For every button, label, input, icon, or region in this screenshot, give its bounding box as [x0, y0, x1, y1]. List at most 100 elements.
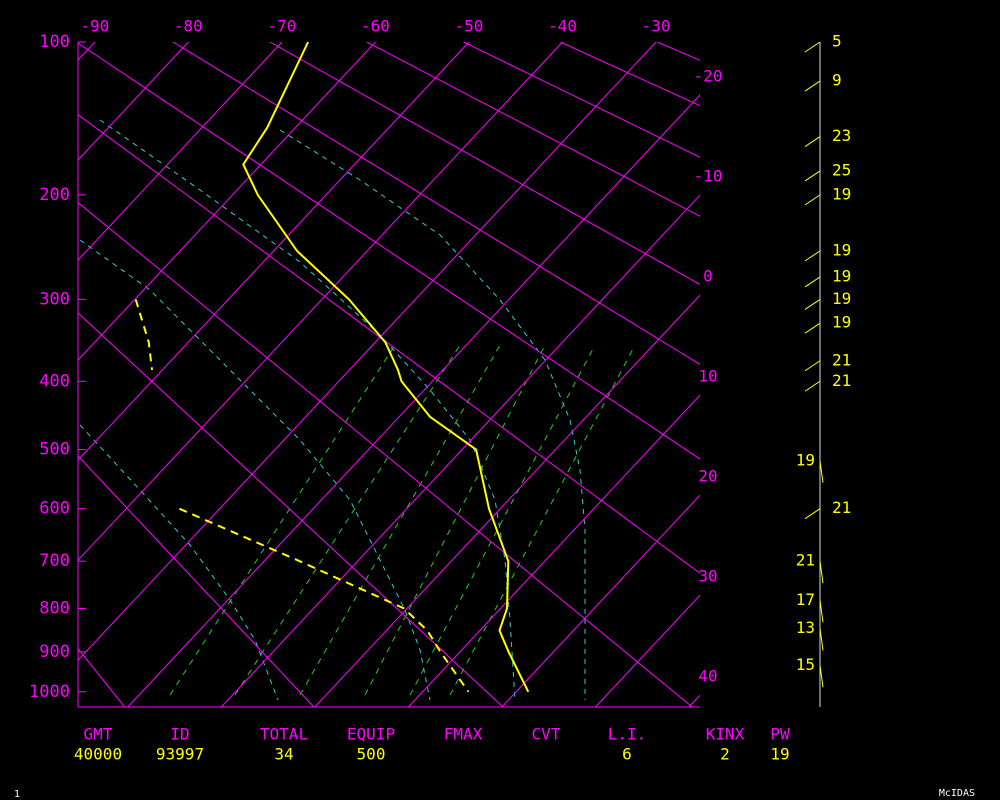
isotherm-label: 40 — [698, 667, 717, 686]
wind-speed-label: 21 — [796, 551, 815, 570]
wind-speed-label: 19 — [832, 184, 851, 203]
isotherm-label: 0 — [703, 267, 713, 286]
wind-speed-label: 21 — [832, 350, 851, 369]
isotherm — [595, 594, 700, 707]
wind-stick — [804, 41, 821, 53]
stat-value: 500 — [357, 745, 386, 764]
pressure-label: 300 — [39, 289, 70, 309]
wind-speed-label: 17 — [796, 590, 815, 609]
isotherm — [501, 494, 700, 707]
stat-label: GMT — [84, 725, 113, 744]
pressure-label: 1000 — [29, 682, 70, 702]
moist-adiabat — [79, 424, 279, 701]
stat-label: L.I. — [608, 725, 647, 744]
pressure-label: 400 — [39, 371, 70, 391]
isotherm-label: -90 — [80, 17, 109, 36]
wind-stick — [804, 322, 821, 334]
wind-stick — [804, 170, 821, 182]
wind-stick — [804, 380, 821, 392]
wind-stick — [804, 508, 821, 520]
stat-value: 2 — [720, 745, 730, 764]
mixing-ratio-line — [234, 344, 461, 696]
isotherm — [220, 194, 700, 707]
isotherm — [78, 42, 657, 661]
mixing-ratio-line — [364, 344, 546, 696]
dry-adiabat — [78, 455, 315, 707]
stat-value: 93997 — [156, 745, 204, 764]
wind-stick — [804, 250, 821, 262]
stat-value: 40000 — [74, 745, 122, 764]
reference-lines — [78, 42, 700, 707]
dry-adiabat — [269, 42, 700, 286]
stat-label: CVT — [532, 725, 561, 744]
brand: McIDAS — [939, 788, 975, 799]
wind-speed-label: 25 — [832, 160, 851, 179]
moist-adiabat — [279, 129, 586, 700]
wind-stick — [804, 276, 821, 288]
wind-speed-label: 23 — [832, 126, 851, 145]
wind-speed-label: 19 — [796, 450, 815, 469]
wind-speed-label: 19 — [832, 240, 851, 259]
isotherm-label: 30 — [698, 567, 717, 586]
wind-stick — [819, 600, 824, 623]
wind-stick — [804, 194, 821, 206]
wind-speed-label: 19 — [832, 313, 851, 332]
isotherm — [78, 42, 283, 261]
mixing-ratio-line — [169, 344, 396, 696]
pressure-label: 700 — [39, 551, 70, 571]
wind-stick — [819, 628, 824, 651]
dewpoint-profile — [134, 299, 470, 693]
pressure-label: 900 — [39, 642, 70, 662]
wind-stick — [819, 460, 824, 483]
stat-label: TOTAL — [260, 725, 308, 744]
isotherm — [408, 394, 700, 707]
wind-stick — [804, 298, 821, 310]
stat-label: PW — [770, 725, 790, 744]
isotherm-label: -20 — [694, 67, 723, 86]
stat-value: 34 — [274, 745, 293, 764]
wind-speed-label: 21 — [832, 371, 851, 390]
pressure-label: 600 — [39, 499, 70, 519]
page-number: 1 — [14, 789, 20, 800]
pressure-label: 800 — [39, 599, 70, 619]
wind-speed-label: 21 — [832, 498, 851, 517]
moist-adiabat — [99, 119, 516, 701]
wind-stick — [819, 561, 824, 584]
pressure-label: 200 — [39, 185, 70, 205]
isotherm-label: -10 — [694, 167, 723, 186]
dry-adiabat — [78, 201, 693, 707]
dry-adiabat — [78, 312, 504, 707]
temperature-profile — [242, 41, 530, 693]
wind-speed-label: 5 — [832, 32, 842, 51]
dry-adiabat — [78, 114, 700, 574]
stat-value: 19 — [770, 745, 789, 764]
isotherm-label: 20 — [698, 467, 717, 486]
isotherm-label: -40 — [548, 17, 577, 36]
isotherm-label: -70 — [267, 17, 296, 36]
stat-label: FMAX — [444, 725, 483, 744]
isotherm — [314, 294, 700, 707]
isotherm — [78, 42, 470, 461]
stat-value: 6 — [622, 745, 632, 764]
isotherm — [127, 94, 700, 707]
stat-label: ID — [170, 725, 189, 744]
isotherm-label: -60 — [361, 17, 390, 36]
dry-adiabat — [172, 42, 700, 366]
wind-stick — [819, 665, 824, 688]
mixing-ratio-line — [409, 344, 596, 696]
wind-speed-label: 9 — [832, 71, 842, 90]
wind-speed-label: 15 — [796, 655, 815, 674]
isotherm-label: -50 — [455, 17, 484, 36]
wind-stick — [804, 80, 821, 92]
stat-label: KINX — [706, 725, 745, 744]
isotherm — [78, 42, 376, 361]
pressure-label: 500 — [39, 440, 70, 460]
dry-adiabat — [78, 42, 700, 460]
wind-speed-label: 19 — [832, 266, 851, 285]
isotherm-label: -80 — [174, 17, 203, 36]
wind-speed-label: 13 — [796, 618, 815, 637]
wind-stick — [804, 360, 821, 372]
